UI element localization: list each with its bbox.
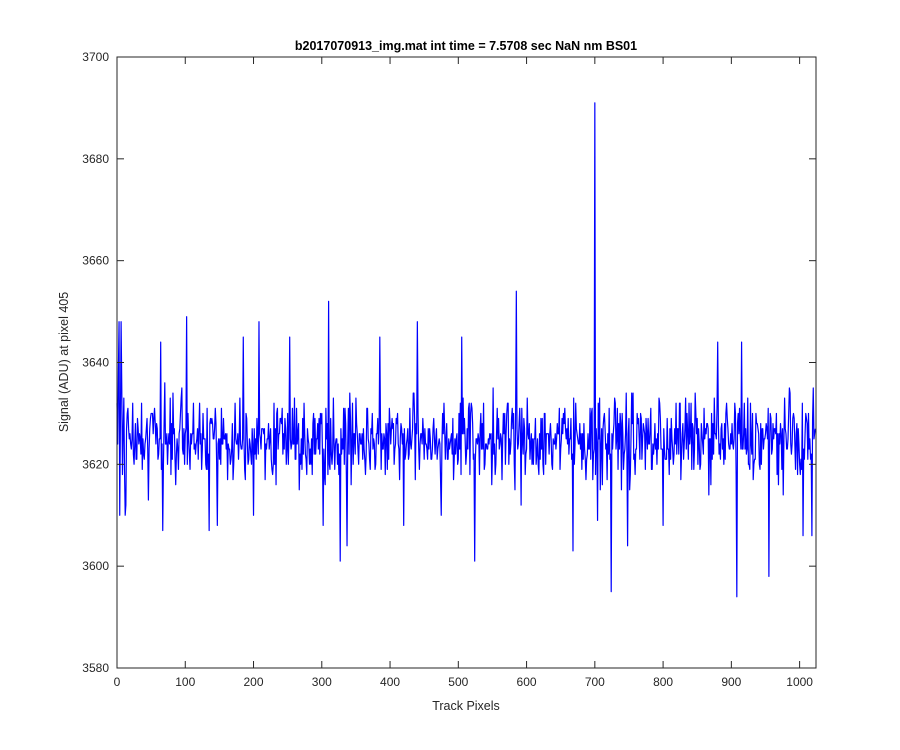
x-axis-label: Track Pixels xyxy=(432,699,500,713)
y-tick-label: 3620 xyxy=(82,457,109,471)
y-axis: 3580 3600 3620 3640 3660 3680 3700 xyxy=(82,50,816,675)
y-tick-label: 3600 xyxy=(82,559,109,573)
y-axis-label: Signal (ADU) at pixel 405 xyxy=(57,292,71,432)
y-tick-label: 3660 xyxy=(82,254,109,268)
x-axis: 0 100 200 300 400 500 600 700 800 900 1000 xyxy=(114,57,813,689)
chart-title: b2017070913_img.mat int time = 7.5708 se… xyxy=(295,39,637,53)
y-tick-label: 3640 xyxy=(82,356,109,370)
x-tick-label: 400 xyxy=(380,675,400,689)
series-line xyxy=(116,102,816,598)
plot-area xyxy=(117,57,816,668)
x-tick-label: 800 xyxy=(653,675,673,689)
x-tick-label: 900 xyxy=(721,675,741,689)
x-tick-label: 100 xyxy=(175,675,195,689)
y-tick-label: 3700 xyxy=(82,50,109,64)
x-tick-label: 200 xyxy=(244,675,264,689)
x-tick-label: 700 xyxy=(585,675,605,689)
y-tick-label: 3580 xyxy=(82,661,109,675)
x-tick-label: 1000 xyxy=(786,675,813,689)
x-tick-label: 500 xyxy=(448,675,468,689)
x-tick-label: 0 xyxy=(114,675,121,689)
series-layer xyxy=(116,102,816,598)
x-tick-label: 300 xyxy=(312,675,332,689)
y-tick-label: 3680 xyxy=(82,152,109,166)
x-tick-label: 600 xyxy=(517,675,537,689)
